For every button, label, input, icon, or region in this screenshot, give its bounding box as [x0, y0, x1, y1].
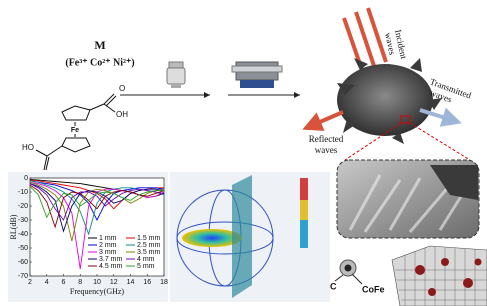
atom-label: HO	[22, 143, 34, 152]
y-tick-label: -60	[18, 259, 28, 266]
x-tick-label: 4	[45, 279, 49, 286]
y-tick-label: -70	[18, 273, 28, 280]
y-tick-label: -10	[18, 189, 28, 196]
x-tick-label: 14	[127, 279, 135, 286]
legend-label: 2.5 mm	[137, 242, 161, 249]
atom-label: OH	[116, 110, 128, 119]
x-tick-label: 18	[160, 279, 168, 286]
y-tick-label: -50	[18, 245, 28, 252]
y-tick-label: 0	[24, 175, 28, 182]
x-tick-label: 6	[62, 279, 66, 286]
y-tick-label: -40	[18, 231, 28, 238]
legend-label: 4 mm	[137, 256, 155, 263]
x-tick-label: 2	[28, 279, 32, 286]
incident-arrows	[344, 8, 386, 70]
legend-label: 1.5 mm	[137, 235, 161, 242]
furnace-icon	[232, 62, 282, 88]
legend-label: 5 mm	[137, 263, 155, 270]
atom-label: Fe	[71, 127, 79, 134]
graphical-abstract: M (Fe³⁺ Co²⁺ Ni²⁺) O OH Fe HO O Incident…	[0, 0, 487, 306]
atom-label: O	[119, 84, 125, 93]
flower-microsphere	[337, 58, 442, 144]
legend-label: 1 mm	[99, 235, 117, 242]
ions-label: (Fe³⁺ Co²⁺ Ni²⁺)	[65, 57, 134, 68]
zoom-line	[410, 123, 470, 160]
carbon-label: C	[330, 281, 337, 291]
reflected-arrow	[306, 112, 343, 128]
x-tick-label: 16	[143, 279, 151, 286]
y-axis-label: RL(dB)	[9, 214, 18, 239]
radiation-pattern	[170, 172, 330, 302]
graphene-sheet	[392, 246, 487, 306]
reflected-label: waves	[315, 145, 338, 155]
x-tick-label: 12	[110, 279, 118, 286]
metal-label: M	[94, 38, 105, 52]
legend-label: 3.5 mm	[137, 249, 161, 256]
particle-icon	[335, 260, 362, 284]
y-tick-label: -30	[18, 217, 28, 224]
reflected-label: Reflected	[309, 134, 344, 144]
legend-label: 3.7 mm	[99, 256, 123, 263]
legend-label: 2 mm	[99, 242, 117, 249]
alloy-label: CoFe	[362, 284, 385, 294]
x-axis-label: Frequency(GHz)	[70, 287, 125, 296]
legend-label: 4.5 mm	[99, 263, 123, 270]
sem-inset	[337, 160, 479, 238]
legend-label: 3 mm	[99, 249, 117, 256]
x-tick-label: 8	[78, 279, 82, 286]
y-tick-label: -20	[18, 203, 28, 210]
autoclave-icon	[167, 62, 185, 88]
x-tick-label: 10	[93, 279, 101, 286]
